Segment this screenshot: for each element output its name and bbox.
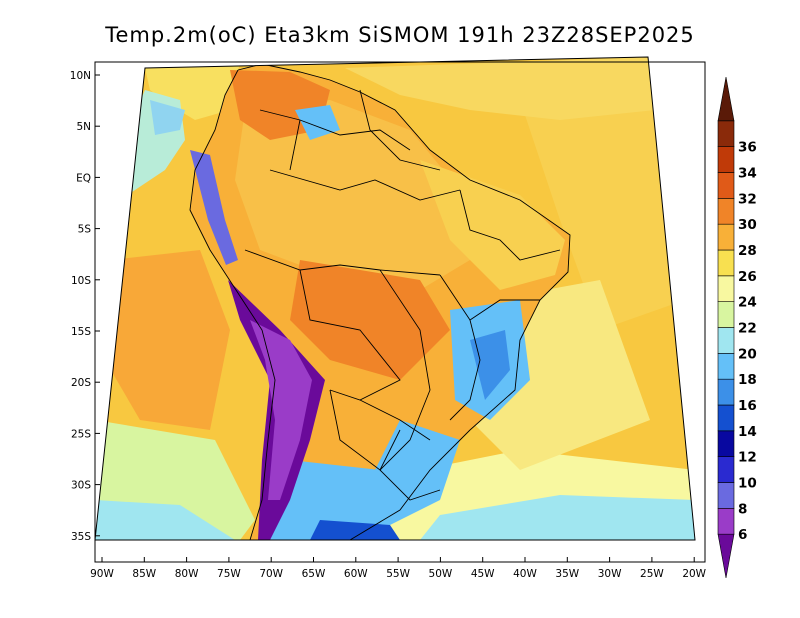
lat-tick-label: 25S xyxy=(71,428,91,440)
colorbar-segment xyxy=(717,223,735,251)
temperature-field xyxy=(94,56,696,541)
colorbar-label: 26 xyxy=(738,269,757,285)
lon-tick-label: 25W xyxy=(640,568,664,580)
lon-tick-label: 45W xyxy=(471,568,495,580)
colorbar-segment xyxy=(717,275,735,302)
lon-tick-label: 75W xyxy=(217,568,241,580)
lon-tick-label: 65W xyxy=(302,568,326,580)
pacific-cool-patch xyxy=(150,100,185,135)
colorbar-label: 36 xyxy=(738,140,757,156)
colorbar-segment xyxy=(717,404,735,432)
central-hot-zone xyxy=(290,260,450,380)
lat-tick-label: 15S xyxy=(71,326,91,338)
plot-border xyxy=(94,61,706,563)
colorbar-segment xyxy=(717,430,735,457)
north-ocean-cool-area xyxy=(145,62,240,120)
patagonia-coldest-zone xyxy=(310,520,400,540)
lon-tick-label: 85W xyxy=(132,568,156,580)
colorbar-label: 28 xyxy=(738,243,757,259)
lat-tick-label: 5N xyxy=(76,121,91,133)
colorbar-segment xyxy=(717,301,735,328)
colorbar-segment xyxy=(717,378,735,406)
southeast-cooler-patches xyxy=(470,330,510,400)
lon-tick-label: 90W xyxy=(90,568,114,580)
map-title: Temp.2m(oC) Eta3km SiSMOM 191h 23Z28SEP2… xyxy=(104,23,695,47)
andes-cold-band-north xyxy=(190,150,238,265)
lon-tick-label: 40W xyxy=(513,568,537,580)
lon-tick-label: 35W xyxy=(555,568,579,580)
colorbar-segment xyxy=(717,456,735,483)
andes-cold-band-inner xyxy=(250,320,312,500)
colorbar-label: 34 xyxy=(738,166,757,182)
patagonia-cool-zone xyxy=(270,460,390,540)
lon-tick-label: 80W xyxy=(175,568,199,580)
pacific-south-cool-strip xyxy=(95,500,235,540)
colorbar-segment xyxy=(717,198,735,225)
coastline-borders xyxy=(189,63,571,540)
lat-tick-label: 20S xyxy=(71,377,91,389)
colorbar-label: 18 xyxy=(738,372,757,388)
colorbar-segment xyxy=(717,482,735,509)
lat-tick-label: 5S xyxy=(78,224,92,236)
colorbar-label: 24 xyxy=(738,295,757,311)
colorbar-label: 14 xyxy=(738,424,757,440)
lat-tick-label: 30S xyxy=(71,480,91,492)
lat-tick-label: 35S xyxy=(71,531,91,543)
colorbar-label: 22 xyxy=(738,321,757,337)
pacific-warm-area xyxy=(105,250,230,430)
colorbar-segment xyxy=(717,120,735,147)
colorbar-label: 6 xyxy=(738,527,747,543)
lon-tick-label: 30W xyxy=(598,568,622,580)
colorbar-segment xyxy=(717,146,735,173)
colorbar-label: 16 xyxy=(738,398,757,414)
colorbar-label: 20 xyxy=(738,346,757,362)
lon-tick-label: 55W xyxy=(386,568,410,580)
colorbar-label: 32 xyxy=(738,191,757,207)
atlantic-east-warm-area xyxy=(520,80,685,330)
lon-tick-label: 20W xyxy=(682,568,706,580)
colorbar-segment xyxy=(717,249,735,277)
lat-tick-label: 10S xyxy=(71,275,91,287)
colorbar-segment xyxy=(717,533,735,579)
colorbar-label: 30 xyxy=(738,217,757,233)
colorbar-segment xyxy=(717,327,735,354)
lon-tick-label: 50W xyxy=(429,568,453,580)
latitude-axis: 10N 5N EQ 5S 10S 15S 20S 25S 30S 35S xyxy=(70,70,100,543)
colorbar-segment xyxy=(717,508,735,535)
atlantic-north-warm-area xyxy=(345,57,655,120)
colorbar-label: 10 xyxy=(738,476,757,492)
colorbar-segment xyxy=(717,353,735,380)
colorbar: 6 8 10 12 14 16 18 20 22 24 26 28 30 32 34 36 xyxy=(717,76,757,579)
south-cool-zone xyxy=(370,420,460,530)
colorbar-label: 8 xyxy=(738,501,747,517)
map-frame xyxy=(94,56,696,541)
amazon-warm-zone xyxy=(235,100,470,290)
colorbar-segment xyxy=(717,76,735,122)
colorbar-segment xyxy=(717,172,735,199)
lat-tick-label: EQ xyxy=(76,172,91,184)
atlantic-far-south-cool xyxy=(420,495,695,540)
lat-tick-label: 10N xyxy=(70,70,91,82)
longitude-axis: 90W 85W 80W 75W 70W 65W 60W 55W 50W 45W 40W 35W 30W 2… xyxy=(90,557,707,580)
lon-tick-label: 60W xyxy=(344,568,368,580)
lon-tick-label: 70W xyxy=(259,568,283,580)
colorbar-label: 12 xyxy=(738,450,757,466)
